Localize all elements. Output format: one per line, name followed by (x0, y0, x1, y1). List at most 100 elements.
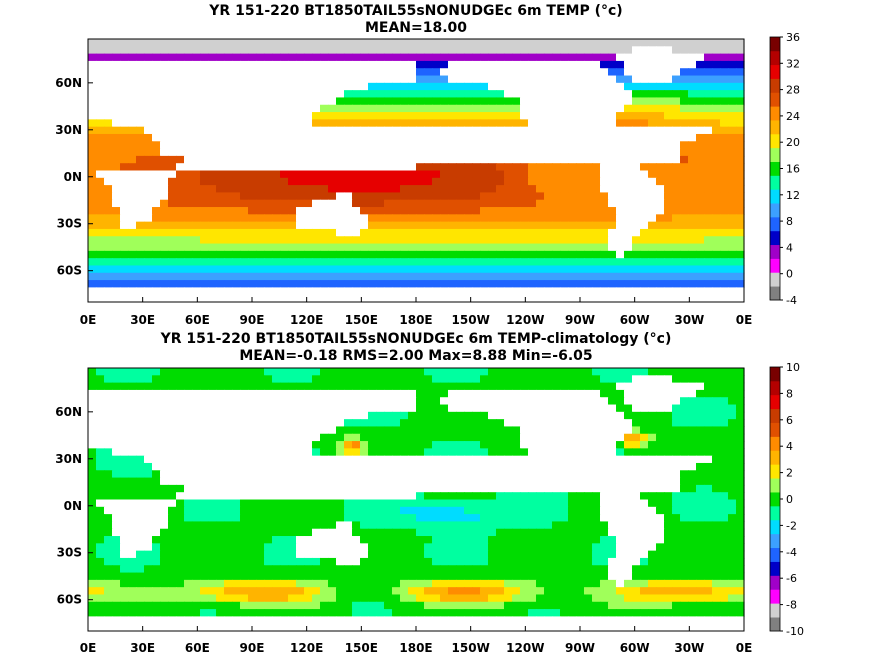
map-cell (440, 265, 449, 274)
map-cell (160, 294, 169, 303)
map-cell (456, 462, 465, 471)
map-cell (96, 97, 105, 106)
map-cell (312, 236, 321, 245)
map-cell (264, 389, 273, 398)
map-cell (560, 170, 569, 179)
map-cell (592, 112, 601, 120)
map-cell (136, 441, 145, 449)
map-cell (224, 448, 233, 457)
map-cell (280, 185, 289, 194)
map-cell (272, 389, 281, 398)
map-cell (304, 199, 313, 208)
map-cell (96, 375, 105, 384)
map-cell (312, 104, 321, 113)
map-cell (480, 141, 489, 150)
map-cell (272, 477, 281, 486)
map-cell (104, 104, 113, 113)
map-cell (112, 46, 121, 55)
map-cell (144, 53, 153, 62)
map-cell (736, 228, 745, 237)
map-cell (616, 148, 625, 157)
map-cell (400, 411, 409, 420)
map-cell (192, 90, 201, 99)
map-cell (608, 199, 617, 208)
map-cell (248, 499, 257, 508)
map-cell (448, 484, 457, 493)
map-cell (152, 506, 161, 515)
map-cell (232, 514, 241, 523)
map-cell (344, 404, 353, 413)
map-cell (296, 433, 305, 442)
map-cell (424, 141, 433, 150)
map-cell (352, 53, 361, 62)
map-cell (728, 133, 737, 142)
map-cell (168, 155, 177, 164)
map-cell (392, 287, 401, 296)
map-cell (576, 82, 585, 91)
map-cell (224, 126, 233, 135)
map-cell (552, 214, 561, 223)
map-cell (392, 104, 401, 113)
map-cell (544, 433, 553, 442)
map-cell (200, 236, 209, 245)
map-cell (208, 68, 217, 77)
map-cell (152, 126, 161, 135)
map-cell (456, 375, 465, 384)
map-cell (200, 389, 209, 398)
map-cell (280, 397, 289, 406)
map-cell (664, 112, 673, 120)
map-cell (104, 433, 113, 442)
map-cell (720, 90, 729, 99)
map-cell (432, 280, 441, 288)
map-cell (672, 207, 681, 215)
map-cell (520, 185, 529, 194)
map-cell (648, 492, 657, 501)
map-cell (328, 112, 337, 120)
map-cell (504, 53, 513, 62)
map-cell (536, 477, 545, 486)
map-cell (680, 112, 689, 120)
map-cell (672, 433, 681, 442)
map-cell (664, 126, 673, 135)
map-cell (264, 404, 273, 413)
map-cell (88, 492, 97, 501)
map-cell (224, 221, 233, 230)
map-cell (616, 53, 625, 62)
map-cell (576, 265, 585, 274)
map-cell (448, 243, 457, 252)
map-cell (168, 228, 177, 237)
map-cell (264, 258, 273, 267)
map-cell (120, 294, 129, 303)
map-cell (408, 68, 417, 77)
map-cell (352, 60, 361, 69)
map-cell (368, 112, 377, 120)
map-cell (136, 185, 145, 194)
map-cell (208, 90, 217, 99)
map-cell (544, 104, 553, 113)
map-cell (272, 514, 281, 523)
map-cell (664, 499, 673, 508)
map-cell (376, 170, 385, 179)
map-cell (296, 265, 305, 274)
map-cell (216, 236, 225, 245)
map-cell (208, 192, 217, 201)
map-cell (296, 536, 305, 544)
map-cell (392, 214, 401, 223)
map-cell (416, 287, 425, 296)
map-cell (264, 243, 273, 252)
map-cell (640, 90, 649, 99)
map-cell (88, 221, 97, 230)
map-cell (576, 433, 585, 442)
map-cell (408, 214, 417, 223)
map-cell (496, 39, 505, 47)
map-cell (576, 258, 585, 267)
map-cell (408, 112, 417, 120)
map-cell (696, 477, 705, 486)
map-cell (664, 368, 673, 376)
map-cell (144, 46, 153, 55)
map-cell (440, 492, 449, 501)
map-cell (184, 90, 193, 99)
map-cell (240, 492, 249, 501)
map-cell (280, 133, 289, 142)
map-cell (168, 462, 177, 471)
